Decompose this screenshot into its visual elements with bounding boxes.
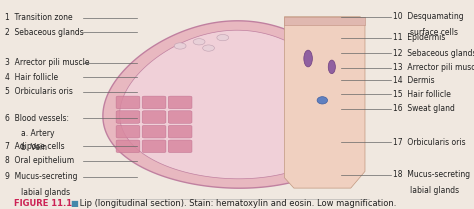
Text: b. Vein: b. Vein xyxy=(21,143,47,152)
Text: a. Artery: a. Artery xyxy=(21,129,55,138)
Text: ■: ■ xyxy=(70,199,78,208)
Text: Lip (longitudinal section). Stain: hematoxylin and eosin. Low magnification.: Lip (longitudinal section). Stain: hemat… xyxy=(77,199,396,208)
Text: 14  Dermis: 14 Dermis xyxy=(393,76,435,85)
Ellipse shape xyxy=(317,97,328,104)
FancyBboxPatch shape xyxy=(142,96,166,109)
Ellipse shape xyxy=(174,43,186,49)
Text: 6  Blood vessels:: 6 Blood vessels: xyxy=(5,113,69,123)
Text: 11  Epidermis: 11 Epidermis xyxy=(393,33,446,42)
FancyBboxPatch shape xyxy=(168,96,192,109)
FancyBboxPatch shape xyxy=(168,140,192,153)
FancyBboxPatch shape xyxy=(142,111,166,123)
Ellipse shape xyxy=(202,45,214,51)
Polygon shape xyxy=(119,30,345,179)
Ellipse shape xyxy=(328,60,335,74)
Text: 4  Hair follicle: 4 Hair follicle xyxy=(5,73,58,82)
Text: 16  Sweat gland: 16 Sweat gland xyxy=(393,104,456,113)
Text: surface cells: surface cells xyxy=(410,28,458,37)
FancyBboxPatch shape xyxy=(116,111,140,123)
Text: 17  Orbicularis oris: 17 Orbicularis oris xyxy=(393,138,466,147)
Text: labial glands: labial glands xyxy=(21,188,71,197)
Text: labial glands: labial glands xyxy=(410,186,459,195)
Text: 1  Transition zone: 1 Transition zone xyxy=(5,13,73,22)
Text: 5  Orbicularis oris: 5 Orbicularis oris xyxy=(5,87,73,97)
Text: 18  Mucus-secreting: 18 Mucus-secreting xyxy=(393,170,471,179)
FancyBboxPatch shape xyxy=(116,125,140,138)
FancyBboxPatch shape xyxy=(168,111,192,123)
Ellipse shape xyxy=(304,50,312,67)
FancyBboxPatch shape xyxy=(142,125,166,138)
Polygon shape xyxy=(284,17,365,188)
Text: 12  Sebaceous glands: 12 Sebaceous glands xyxy=(393,49,474,58)
Text: FIGURE 11.1: FIGURE 11.1 xyxy=(14,199,73,208)
Ellipse shape xyxy=(193,39,205,45)
Text: 13  Arrector pili muscle: 13 Arrector pili muscle xyxy=(393,63,474,73)
Text: 9  Mucus-secreting: 9 Mucus-secreting xyxy=(5,172,77,181)
Text: 10  Desquamating: 10 Desquamating xyxy=(393,12,464,21)
FancyBboxPatch shape xyxy=(168,125,192,138)
Polygon shape xyxy=(103,21,362,188)
Text: 15  Hair follicle: 15 Hair follicle xyxy=(393,89,451,99)
FancyBboxPatch shape xyxy=(142,140,166,153)
Text: 7  Adipose cells: 7 Adipose cells xyxy=(5,142,64,151)
Ellipse shape xyxy=(217,34,229,41)
Text: 2  Sebaceous glands: 2 Sebaceous glands xyxy=(5,28,83,37)
Text: 3  Arrector pili muscle: 3 Arrector pili muscle xyxy=(5,58,89,67)
Polygon shape xyxy=(284,17,365,25)
Text: 8  Oral epithelium: 8 Oral epithelium xyxy=(5,156,74,166)
FancyBboxPatch shape xyxy=(116,140,140,153)
FancyBboxPatch shape xyxy=(116,96,140,109)
